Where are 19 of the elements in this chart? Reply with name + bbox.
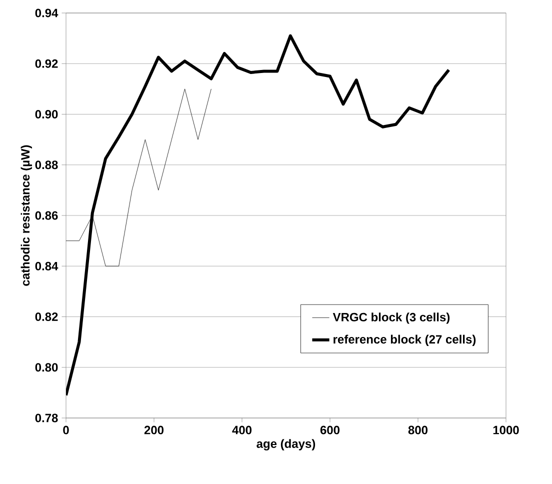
x-tick-label: 400 (232, 426, 252, 434)
y-tick-label: 0.78 (35, 414, 58, 422)
x-tick-label: 0 (63, 426, 69, 434)
y-tick-label: 0.90 (35, 110, 58, 118)
y-axis-title: cathodic resistance (µW) (20, 145, 32, 286)
y-tick-label: 0.84 (35, 262, 58, 270)
x-tick-label: 200 (144, 426, 164, 434)
y-tick-label: 0.88 (35, 160, 58, 170)
x-tick-label: 800 (408, 426, 428, 434)
legend-label: reference block (27 cells) (334, 334, 476, 346)
x-axis-title: age (days) (256, 439, 316, 450)
x-tick-label: 600 (320, 426, 340, 434)
legend-label: VRGC block (3 cells) (332, 312, 450, 324)
y-tick-label: 0.82 (35, 312, 58, 321)
y-tick-label: 0.94 (35, 8, 58, 18)
y-tick-label: 0.86 (35, 211, 58, 220)
y-tick-label: 0.80 (35, 363, 58, 372)
x-tick-label: 1000 (493, 426, 519, 434)
y-tick-label: 0.92 (35, 59, 58, 68)
